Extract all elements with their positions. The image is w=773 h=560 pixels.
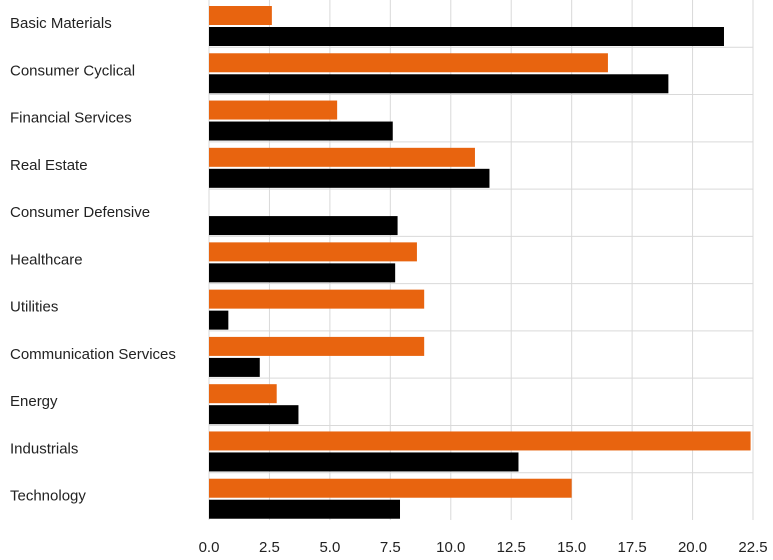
bar-series-black — [209, 27, 724, 46]
category-row: Energy — [10, 384, 299, 425]
x-tick-label: 15.0 — [557, 539, 586, 556]
category-label: Technology — [10, 488, 86, 505]
bar-series-black — [209, 452, 519, 472]
category-label: Utilities — [10, 299, 58, 316]
x-tick-label: 12.5 — [497, 539, 526, 556]
x-tick-label: 22.5 — [738, 539, 767, 556]
bar-series-black — [209, 263, 396, 283]
bar-series-black — [209, 499, 401, 519]
bar-series-black — [209, 168, 490, 188]
bar-series-black — [209, 74, 669, 94]
bar-series-orange — [209, 431, 751, 451]
category-label: Consumer Cyclical — [10, 62, 135, 79]
category-label: Consumer Defensive — [10, 204, 150, 221]
bar-series-orange — [209, 384, 277, 404]
x-tick-label: 0.0 — [199, 539, 220, 556]
bar-series-orange — [209, 478, 572, 498]
category-row: Consumer Defensive — [10, 204, 398, 236]
category-label: Energy — [10, 393, 58, 410]
x-tick-label: 2.5 — [259, 539, 280, 556]
bar-series-orange — [209, 242, 417, 262]
bar-series-black — [209, 310, 229, 330]
category-label: Industrials — [10, 440, 78, 457]
x-tick-label: 10.0 — [436, 539, 465, 556]
x-tick-label: 20.0 — [678, 539, 707, 556]
category-row: Healthcare — [10, 242, 417, 283]
bar-series-orange — [209, 53, 608, 73]
category-label: Healthcare — [10, 251, 83, 268]
category-row: Financial Services — [10, 100, 393, 141]
bar-series-orange — [209, 6, 272, 25]
category-label: Financial Services — [10, 110, 132, 127]
category-row: Real Estate — [10, 147, 490, 188]
category-label: Real Estate — [10, 157, 88, 174]
bar-series-black — [209, 121, 393, 141]
category-row: Utilities — [10, 289, 425, 330]
category-label: Basic Materials — [10, 15, 112, 32]
category-rows: Basic Materials Consumer Cyclical Financia… — [10, 6, 751, 519]
category-row: Basic Materials — [10, 6, 724, 46]
x-tick-label: 7.5 — [380, 539, 401, 556]
category-label: Communication Services — [10, 346, 176, 363]
bar-series-orange — [209, 147, 475, 167]
category-row: Technology — [10, 478, 572, 519]
x-tick-label: 17.5 — [618, 539, 647, 556]
bar-series-black — [209, 216, 398, 236]
category-row: Communication Services — [10, 336, 425, 377]
bar-series-black — [209, 405, 299, 425]
bar-series-orange — [209, 336, 425, 356]
category-row: Industrials — [10, 431, 751, 472]
category-row: Consumer Cyclical — [10, 53, 669, 94]
x-axis-ticks: 0.0 2.5 5.0 7.5 10.0 12.5 15.0 17.5 20.0 22.5 — [199, 539, 768, 556]
bar-series-black — [209, 357, 260, 377]
bar-series-orange — [209, 100, 338, 120]
x-tick-label: 5.0 — [319, 539, 340, 556]
bar-series-orange — [209, 289, 425, 309]
